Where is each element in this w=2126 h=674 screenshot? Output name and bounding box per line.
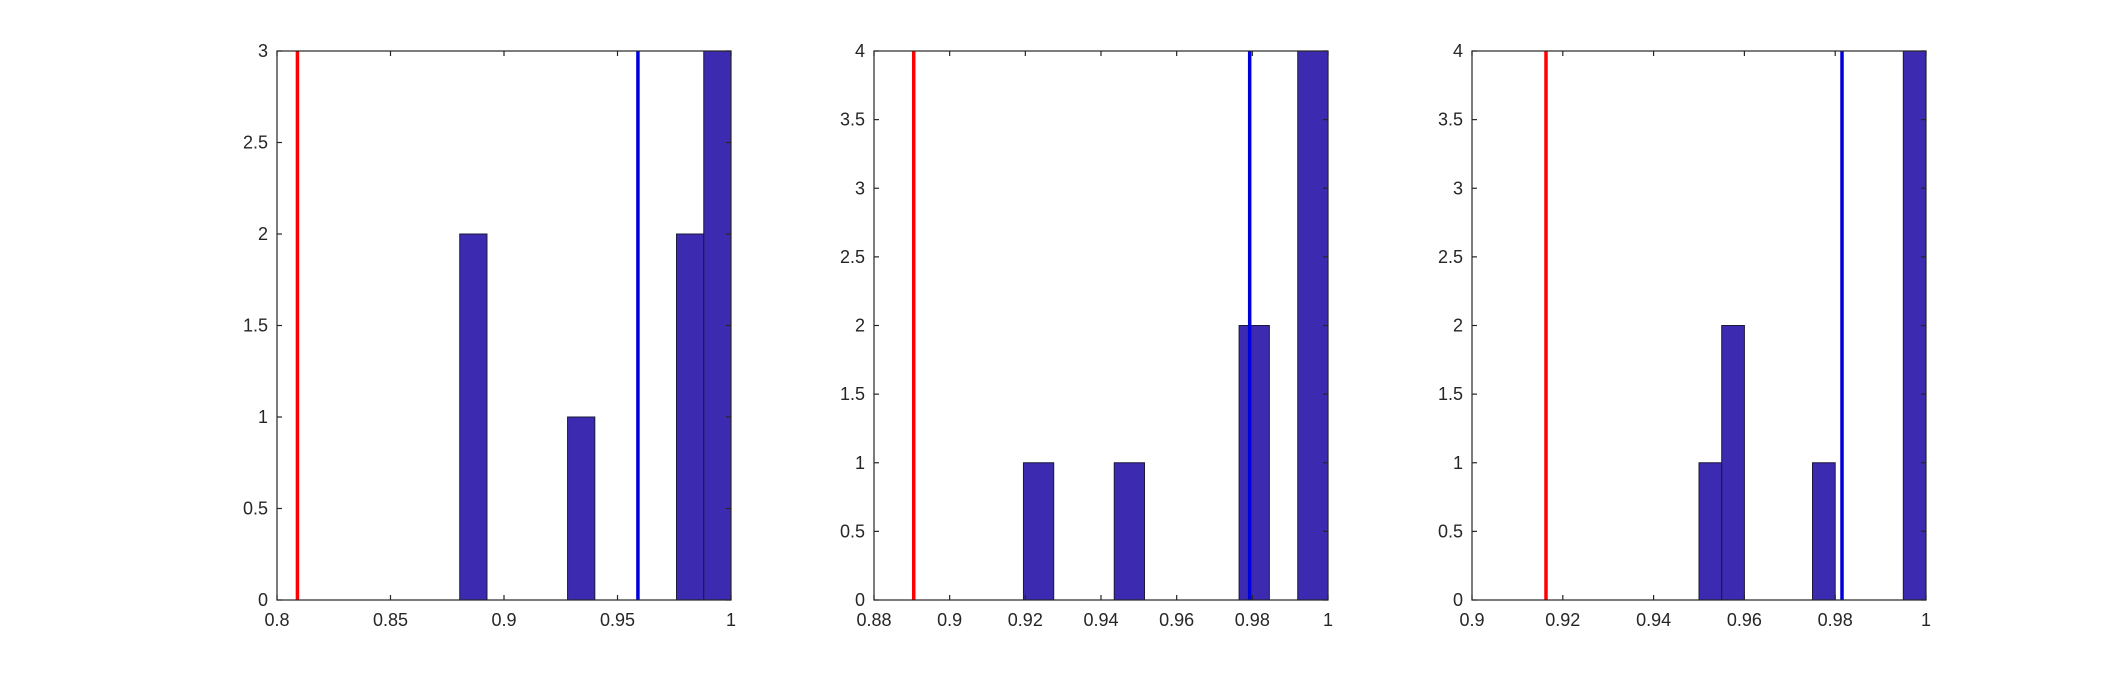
x-tick-label: 0.95 bbox=[600, 610, 635, 630]
y-tick-label: 1 bbox=[258, 407, 268, 427]
y-tick-label: 2 bbox=[258, 224, 268, 244]
y-tick-label: 1 bbox=[1453, 453, 1463, 473]
y-tick-label: 2 bbox=[855, 316, 865, 336]
y-tick-label: 4 bbox=[855, 41, 865, 61]
y-tick-label: 3.5 bbox=[1438, 110, 1463, 130]
y-tick-label: 0.5 bbox=[1438, 521, 1463, 541]
y-tick-label: 2 bbox=[1453, 316, 1463, 336]
histogram-bar bbox=[1022, 462, 1055, 601]
x-tick-label: 0.88 bbox=[856, 610, 891, 630]
y-tick-label: 2.5 bbox=[840, 247, 865, 267]
x-tick-label: 0.96 bbox=[1159, 610, 1194, 630]
histogram-bar bbox=[1238, 325, 1270, 601]
x-tick-label: 0.98 bbox=[1235, 610, 1270, 630]
histogram-bar bbox=[1113, 462, 1146, 601]
y-tick-label: 1 bbox=[855, 453, 865, 473]
x-tick-label: 0.9 bbox=[1459, 610, 1484, 630]
y-tick-label: 4 bbox=[1453, 41, 1463, 61]
x-tick-label: 0.94 bbox=[1636, 610, 1671, 630]
y-tick-label: 2.5 bbox=[1438, 247, 1463, 267]
histogram-panel-1: 0.8 0.85 0.9 0.95 1 0 0.5 1 1.5 2 2.5 3 bbox=[243, 41, 736, 630]
histogram-panel-2: 0.88 0.9 0.92 0.94 0.96 0.98 1 0 0.5 1 1.5 2 2.5 3 3.5… bbox=[840, 41, 1333, 630]
plot-area bbox=[277, 51, 731, 600]
x-tick-label: 0.92 bbox=[1545, 610, 1580, 630]
y-tick-label: 2.5 bbox=[243, 133, 268, 153]
y-tick-label: 0.5 bbox=[243, 499, 268, 519]
y-tick-label: 3 bbox=[855, 178, 865, 198]
y-tick-label: 0 bbox=[1453, 590, 1463, 610]
histogram-bar bbox=[1721, 325, 1745, 601]
x-tick-label: 0.8 bbox=[264, 610, 289, 630]
histogram-bar bbox=[1698, 462, 1723, 601]
histogram-panel-3: 0.9 0.92 0.94 0.96 0.98 1 0 0.5 1 1.5 2 2.5 3 3.5 4 bbox=[1438, 41, 1931, 630]
y-tick-label: 0 bbox=[855, 590, 865, 610]
histogram-bar bbox=[676, 233, 705, 601]
y-tick-label: 3.5 bbox=[840, 110, 865, 130]
x-tick-label: 1 bbox=[1323, 610, 1333, 630]
histogram-bar bbox=[459, 233, 488, 601]
x-tick-label: 1 bbox=[1921, 610, 1931, 630]
histogram-bar bbox=[567, 416, 596, 601]
x-tick-label: 0.92 bbox=[1008, 610, 1043, 630]
y-tick-label: 3 bbox=[1453, 178, 1463, 198]
y-tick-label: 1.5 bbox=[1438, 384, 1463, 404]
x-tick-label: 0.9 bbox=[491, 610, 516, 630]
y-tick-label: 0.5 bbox=[840, 521, 865, 541]
y-tick-label: 1.5 bbox=[840, 384, 865, 404]
y-tick-label: 1.5 bbox=[243, 316, 268, 336]
x-tick-label: 0.98 bbox=[1818, 610, 1853, 630]
y-tick-label: 3 bbox=[258, 41, 268, 61]
x-tick-label: 0.9 bbox=[937, 610, 962, 630]
x-tick-label: 0.94 bbox=[1083, 610, 1118, 630]
x-tick-label: 1 bbox=[726, 610, 736, 630]
y-tick-label: 0 bbox=[258, 590, 268, 610]
x-tick-label: 0.96 bbox=[1727, 610, 1762, 630]
x-tick-label: 0.85 bbox=[373, 610, 408, 630]
histogram-bar bbox=[1812, 462, 1836, 601]
